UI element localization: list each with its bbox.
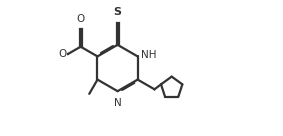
Text: O: O bbox=[59, 49, 67, 59]
Text: O: O bbox=[76, 13, 85, 24]
Text: N: N bbox=[114, 98, 121, 108]
Text: S: S bbox=[113, 7, 122, 17]
Text: NH: NH bbox=[141, 50, 156, 60]
